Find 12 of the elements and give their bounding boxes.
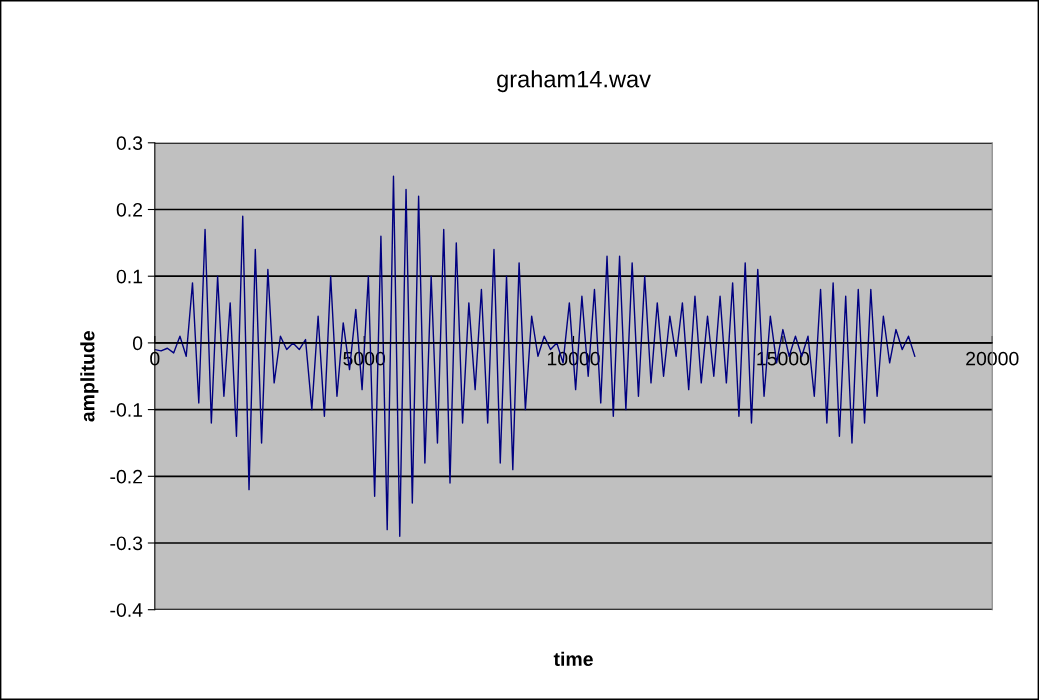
y-tick-label: 0.1 — [116, 269, 143, 284]
y-tick-label: -0.4 — [110, 603, 143, 617]
x-axis-title: time — [553, 651, 593, 666]
y-axis-title: amplitude — [80, 331, 99, 422]
y-tick-label: 0.2 — [116, 202, 143, 217]
y-tick-label: -0.3 — [110, 536, 143, 551]
chart-title: graham14.wav — [497, 70, 651, 93]
y-tick-label: -0.2 — [110, 469, 143, 484]
x-tick-label: 20000 — [966, 351, 1019, 366]
y-tick-label: 0 — [132, 336, 143, 351]
y-tick-label: -0.1 — [110, 403, 143, 417]
y-tick-label: 0.3 — [116, 136, 143, 151]
